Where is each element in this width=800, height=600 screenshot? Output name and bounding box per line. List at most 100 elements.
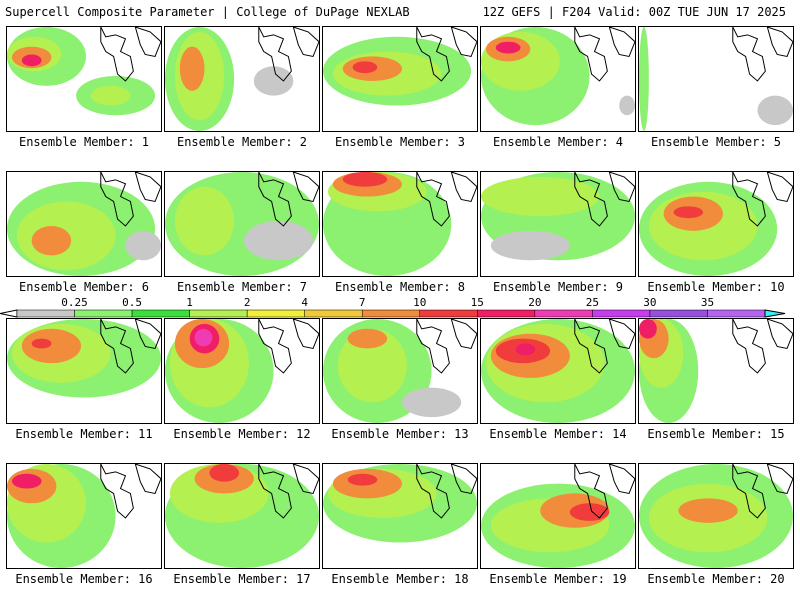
scp-contour [125,230,161,261]
scp-field [165,319,319,423]
member-label: Ensemble Member: 13 [331,427,469,441]
member-label: Ensemble Member: 2 [176,135,308,149]
scp-contour [401,387,462,418]
scp-contour [90,85,131,106]
scp-contour [209,464,240,482]
scp-contour [31,338,52,349]
colorbar-arrow-left [0,309,18,318]
great-lakes-outline [416,319,477,374]
great-lakes-outline [258,172,319,227]
member-label: Ensemble Member: 5 [650,135,782,149]
colorbar-tick-label: 15 [470,296,484,309]
colorbar-segment [592,309,651,318]
member-label: Ensemble Member: 16 [15,572,153,586]
ensemble-member-map-7 [164,171,320,277]
great-lakes-outline [574,172,635,227]
great-lakes-outline [100,172,161,227]
colorbar-tick-label: 4 [301,296,308,309]
colorbar-tick-label: 1 [186,296,193,309]
scp-field [7,172,161,276]
scp-field [165,172,319,276]
ensemble-member-map-6 [6,171,162,277]
scp-contour [569,503,610,521]
ensemble-member-map-15 [638,318,794,424]
scp-field [639,319,793,423]
ensemble-member-map-13 [322,318,478,424]
colorbar-tick-label: 0.25 [61,296,88,309]
scp-contour [179,46,205,91]
scp-field [165,27,319,131]
scp-field [323,172,477,276]
colorbar-segment [361,309,421,318]
scp-contour [515,343,536,356]
member-label: Ensemble Member: 3 [334,135,466,149]
colorbar-segment [74,309,133,318]
scp-contour [352,61,378,74]
colorbar-segment [16,309,75,318]
scp-contour [678,498,738,523]
ensemble-member-map-2 [164,26,320,132]
scp-contour [337,328,407,403]
scp-contour [495,41,521,54]
great-lakes-outline [732,27,793,82]
scp-contour [21,328,82,364]
colorbar-tick-label: 10 [413,296,427,309]
scp-field [165,464,319,568]
map-title: Supercell Composite Parameter | College … [5,5,410,19]
scp-field [481,27,635,126]
ensemble-member-map-11 [6,318,162,424]
colorbar-tick-label: 30 [643,296,657,309]
ensemble-member-map-1 [6,26,162,132]
ensemble-member-map-10 [638,171,794,277]
ensemble-member-map-17 [164,463,320,569]
great-lakes-outline [574,27,635,82]
member-label: Ensemble Member: 12 [173,427,311,441]
ensemble-member-map-5 [638,26,794,132]
colorbar-tick-label: 25 [585,296,599,309]
great-lakes-outline [258,464,319,519]
scp-contour [21,54,42,67]
scp-contour [347,473,378,486]
scp-contour [31,225,72,256]
scp-field [639,27,793,131]
member-label: Ensemble Member: 15 [647,427,785,441]
colorbar-segment [477,309,536,318]
great-lakes-outline [100,319,161,374]
great-lakes-outline [100,27,161,82]
scp-contour [757,95,793,126]
colorbar-segment [189,309,248,318]
run-info: 12Z GEFS | F204 Valid: 00Z TUE JUN 17 20… [482,5,786,19]
member-label: Ensemble Member: 4 [492,135,624,149]
scp-contour [253,66,294,96]
ensemble-member-map-9 [480,171,636,277]
colorbar-arrow-right [764,309,786,318]
scp-field [639,172,793,276]
colorbar-tick-label: 0.5 [122,296,142,309]
scp-field [323,27,477,106]
colorbar-tick-label: 7 [358,296,366,309]
colorbar-segment [707,309,766,318]
colorbar-segment [419,309,478,318]
ensemble-member-map-8 [322,171,478,277]
map-header: Supercell Composite Parameter | College … [0,0,800,22]
scp-contour [11,473,42,489]
member-label: Ensemble Member: 20 [647,572,785,586]
scp-contour [673,206,704,219]
scp-field [481,464,635,568]
scp-field [481,172,635,261]
scp-field [7,27,161,116]
great-lakes-outline [732,319,793,374]
great-lakes-outline [416,27,477,82]
colorbar-segment [534,309,593,318]
great-lakes-outline [574,464,635,519]
great-lakes-outline [258,27,319,82]
scp-field [323,464,477,543]
scp-contour [342,172,388,187]
ensemble-member-map-16 [6,463,162,569]
ensemble-member-map-18 [322,463,478,569]
member-label: Ensemble Member: 18 [331,572,469,586]
great-lakes-outline [258,319,319,374]
ensemble-member-map-3 [322,26,478,132]
member-label: Ensemble Member: 14 [489,427,627,441]
member-label: Ensemble Member: 8 [334,280,466,294]
